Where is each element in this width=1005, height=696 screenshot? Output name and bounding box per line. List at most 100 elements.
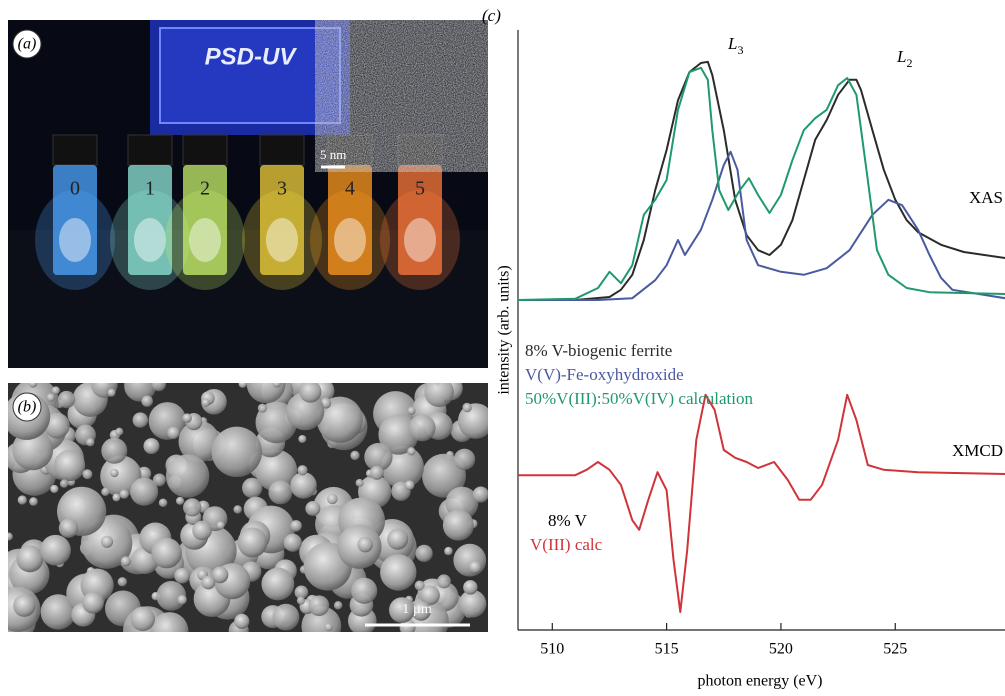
particle [82,469,93,480]
x-tick-label: 515 [655,641,679,658]
particle [152,473,166,487]
particle [380,554,417,591]
vial-label: 0 [70,178,80,200]
particle [58,518,79,538]
vial [183,165,227,275]
particle [407,447,416,456]
particle [101,437,128,464]
particle [130,606,156,632]
particle [192,520,212,541]
vial-label: 4 [345,178,355,200]
particle [272,603,300,631]
particle [201,575,216,590]
particle [100,535,114,548]
particle [46,393,56,402]
particle [327,493,338,505]
vial-label: 5 [415,178,425,200]
series-line [518,150,1005,301]
particle [143,438,160,455]
particle [201,398,210,407]
particle [442,509,474,541]
particle [462,402,472,413]
panel-badge [12,29,42,59]
vial-cap [259,134,305,166]
x-axis-label: photon energy (eV) [698,673,823,690]
particle [453,448,476,471]
vial [260,165,304,275]
particle [151,383,167,392]
annotation-subscript: 2 [906,56,912,70]
particle [378,414,419,455]
vial-core [59,218,91,262]
vial-cap [52,134,98,166]
particle [387,528,409,550]
x-tick-label: 525 [883,641,907,658]
particle [242,477,263,499]
vial-core [404,218,436,262]
particle [40,534,71,566]
particle [404,480,415,491]
particle [175,496,185,505]
particle [415,544,433,563]
particle [407,406,416,415]
particle [182,413,192,423]
particle [298,434,307,444]
particle [177,595,187,605]
particle [8,532,13,541]
particle [216,521,225,530]
annotation-text: XMCD [952,441,1003,460]
particle [211,566,229,584]
particle [53,449,86,482]
particle [411,601,431,621]
particle [294,585,309,600]
particle [211,426,262,478]
particle [29,497,38,506]
vial-core [134,218,166,262]
particle [299,383,322,403]
particle [257,403,267,413]
annotation: L3 [727,34,743,57]
particle [158,498,168,508]
vial-label: 1 [145,178,155,200]
particle [151,537,182,569]
particle [419,585,440,606]
particle [51,386,60,395]
tem-inset [315,20,488,172]
annotation-text: 8% V [548,511,588,530]
particle [468,560,482,574]
vial [53,165,97,275]
particle [16,545,44,573]
annotation: XMCD [952,441,1003,460]
particle [351,577,378,604]
particle [246,383,286,404]
vial-cap [127,134,173,166]
particle [290,520,302,532]
particle [355,478,364,487]
annotation: L2 [896,47,912,70]
vial-core [189,218,221,262]
vial-label: 3 [277,178,287,200]
particle [408,414,436,442]
particle [178,420,220,463]
particle [119,489,129,499]
particle [422,453,466,498]
particle [357,536,373,553]
particle [316,396,363,443]
annotation: 8% V [548,511,588,530]
particle [112,493,121,502]
x-tick-label: 510 [540,641,564,658]
legend-entry: 50%V(III):50%V(IV) calculation [525,389,753,408]
particle [457,403,488,439]
particle [12,429,54,471]
particle [458,589,487,618]
particle [167,426,180,440]
particle [44,412,70,439]
panel-label: (b) [18,399,37,416]
particle [141,395,153,407]
particle [233,505,242,514]
scale-label: 1 µm [402,602,432,617]
x-tick-label: 520 [769,641,793,658]
particle [369,465,384,480]
vial-label: 2 [200,178,210,200]
scale-label: 5 nm [320,147,346,162]
